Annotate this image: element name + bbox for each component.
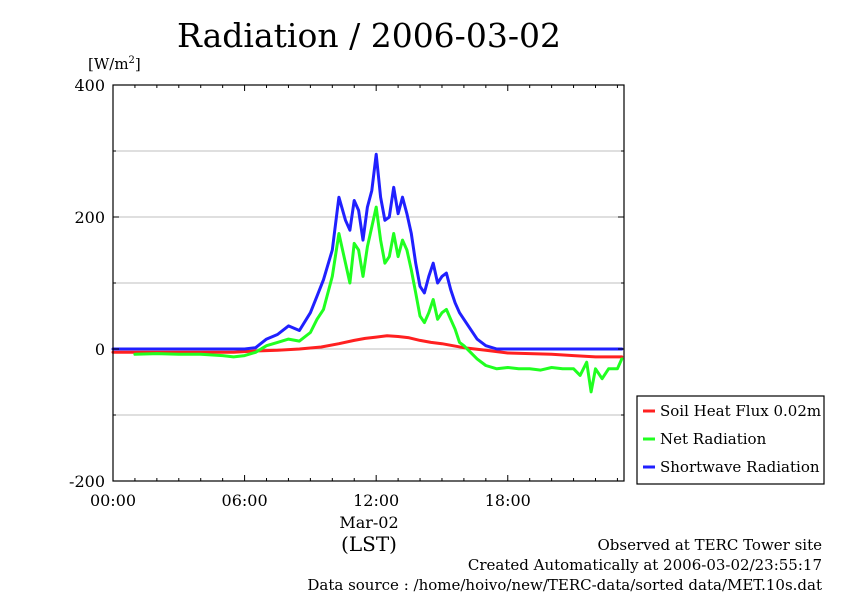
footer-observed: Observed at TERC Tower site — [597, 536, 822, 554]
y-tick-label: -200 — [69, 472, 105, 491]
legend-label: Net Radiation — [660, 430, 767, 448]
legend-box — [636, 395, 825, 485]
x-tick-label: 00:00 — [90, 491, 136, 510]
x-tick-label: 06:00 — [222, 491, 268, 510]
y-axis-unit-base: [W/m — [88, 55, 129, 73]
series-line-3 — [111, 152, 624, 351]
legend: Soil Heat Flux 0.02m Net Radiation Shortwa… — [636, 395, 825, 485]
legend-label: Shortwave Radiation — [660, 458, 820, 476]
legend-label: Soil Heat Flux 0.02m — [660, 402, 821, 420]
y-axis-unit-label: [W/m2] — [88, 55, 141, 73]
y-tick-label: 0 — [95, 340, 105, 359]
x-axis-date-label: Mar-02 — [339, 513, 398, 532]
x-tick-label: 12:00 — [353, 491, 399, 510]
series-layer — [111, 152, 624, 394]
y-tick-label: 400 — [74, 76, 105, 95]
footer-data-source: Data source : /home/hoivo/new/TERC-data/… — [307, 576, 822, 594]
y-tick-label: 200 — [74, 208, 105, 227]
series-line-2 — [133, 205, 624, 394]
chart-title: Radiation / 2006-03-02 — [177, 16, 561, 55]
grid-lines — [113, 150, 624, 416]
series-line-1 — [111, 334, 624, 359]
x-axis-label: (LST) — [341, 532, 397, 556]
y-axis-unit-superscript: 2 — [129, 55, 135, 66]
x-tick-label: 18:00 — [485, 491, 531, 510]
y-axis-unit-close: ] — [135, 55, 141, 73]
footer-created: Created Automatically at 2006-03-02/23:5… — [468, 556, 822, 574]
